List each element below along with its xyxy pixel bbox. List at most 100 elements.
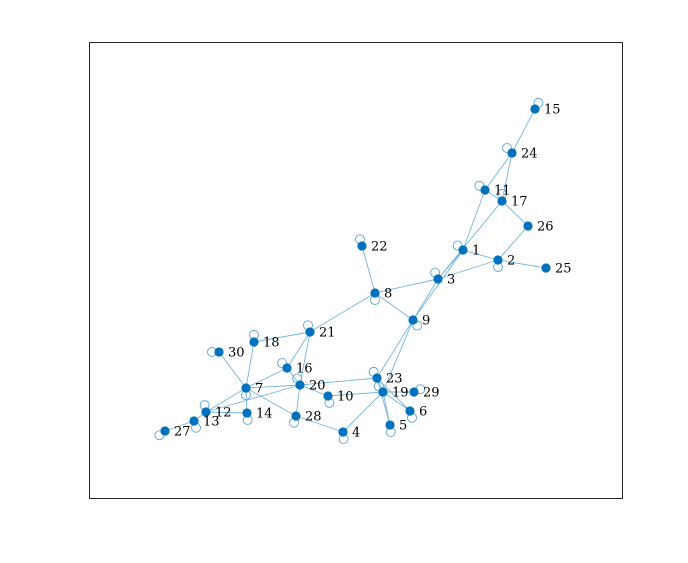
node-17 — [497, 196, 507, 206]
node-15 — [530, 104, 540, 114]
node-26 — [523, 221, 533, 231]
edge-24-11 — [484, 152, 513, 191]
node-16 — [282, 363, 292, 373]
node-label-5: 5 — [399, 419, 407, 434]
node-25 — [541, 263, 551, 273]
node-7 — [241, 383, 251, 393]
edge-3-8 — [374, 278, 439, 294]
node-10 — [323, 391, 333, 401]
node-label-4: 4 — [352, 426, 360, 441]
node-19 — [378, 387, 388, 397]
edge-8-21 — [309, 292, 376, 333]
edge-19-6 — [382, 391, 411, 412]
edge-1-3 — [437, 249, 464, 280]
node-24 — [507, 148, 517, 158]
node-label-26: 26 — [537, 220, 554, 235]
edge-1-2 — [462, 249, 499, 261]
edge-21-16 — [286, 331, 311, 369]
node-label-8: 8 — [384, 287, 392, 302]
node-label-20: 20 — [309, 379, 326, 394]
self-loop-16 — [277, 358, 288, 369]
node-22 — [357, 241, 367, 251]
node-30 — [214, 347, 224, 357]
node-27 — [160, 426, 170, 436]
node-label-2: 2 — [507, 254, 515, 269]
edge-9-19 — [382, 319, 414, 393]
node-label-17: 17 — [511, 195, 528, 210]
edge-30-7 — [218, 351, 247, 389]
self-loop-1 — [452, 240, 463, 251]
edge-9-23 — [376, 319, 414, 379]
node-21 — [305, 327, 315, 337]
edge-19-4 — [342, 391, 384, 433]
node-2 — [493, 255, 503, 265]
node-label-18: 18 — [263, 336, 280, 351]
edge-8-9 — [374, 292, 414, 321]
edge-10-19 — [327, 391, 384, 397]
node-12 — [201, 407, 211, 417]
node-29 — [409, 387, 419, 397]
edge-23-6 — [376, 377, 411, 412]
node-28 — [291, 411, 301, 421]
node-6 — [405, 406, 415, 416]
node-label-30: 30 — [228, 346, 245, 361]
node-5 — [385, 420, 395, 430]
node-label-1: 1 — [472, 244, 480, 259]
node-label-21: 21 — [319, 326, 336, 341]
edge-20-28 — [295, 384, 301, 417]
edge-12-14 — [205, 411, 248, 414]
edge-17-26 — [501, 200, 529, 227]
plot-frame — [89, 42, 623, 499]
node-18 — [249, 337, 259, 347]
node-label-16: 16 — [296, 362, 313, 377]
edge-23-5 — [376, 377, 391, 426]
node-label-6: 6 — [419, 405, 427, 420]
edge-21-20 — [299, 331, 311, 386]
node-label-9: 9 — [422, 314, 430, 329]
edge-21-18 — [253, 331, 311, 343]
edge-16-7 — [245, 367, 288, 389]
edge-15-24 — [511, 108, 536, 154]
edge-2-25 — [497, 259, 547, 269]
edge-7-12 — [205, 387, 247, 413]
node-label-23: 23 — [386, 372, 403, 387]
node-label-15: 15 — [544, 103, 561, 118]
node-label-10: 10 — [337, 390, 354, 405]
self-loop-24 — [502, 143, 513, 154]
edge-3-9 — [412, 278, 439, 321]
node-4 — [338, 427, 348, 437]
edge-20-12 — [205, 384, 301, 413]
node-label-28: 28 — [305, 410, 322, 425]
node-14 — [242, 408, 252, 418]
node-9 — [408, 315, 418, 325]
node-label-14: 14 — [256, 407, 273, 422]
edge-11-1 — [462, 189, 486, 251]
node-3 — [433, 274, 443, 284]
edge-20-10 — [299, 384, 329, 397]
edge-1-9 — [412, 249, 464, 321]
node-label-19: 19 — [392, 386, 409, 401]
node-label-29: 29 — [423, 386, 440, 401]
edge-26-2 — [497, 225, 529, 261]
node-13 — [189, 416, 199, 426]
node-label-3: 3 — [447, 273, 455, 288]
edge-7-20 — [245, 384, 301, 389]
edge-13-27 — [164, 420, 195, 432]
node-label-11: 11 — [494, 184, 511, 199]
node-label-12: 12 — [215, 406, 232, 421]
edge-7-28 — [245, 387, 297, 417]
edge-24-17 — [501, 152, 513, 202]
node-label-27: 27 — [174, 425, 191, 440]
node-label-24: 24 — [521, 147, 538, 162]
node-label-13: 13 — [203, 415, 220, 430]
node-20 — [295, 380, 305, 390]
node-11 — [480, 185, 490, 195]
node-1 — [458, 245, 468, 255]
node-label-25: 25 — [555, 262, 572, 277]
nodes-layer — [160, 104, 551, 437]
node-8 — [370, 288, 380, 298]
node-label-7: 7 — [255, 382, 263, 397]
